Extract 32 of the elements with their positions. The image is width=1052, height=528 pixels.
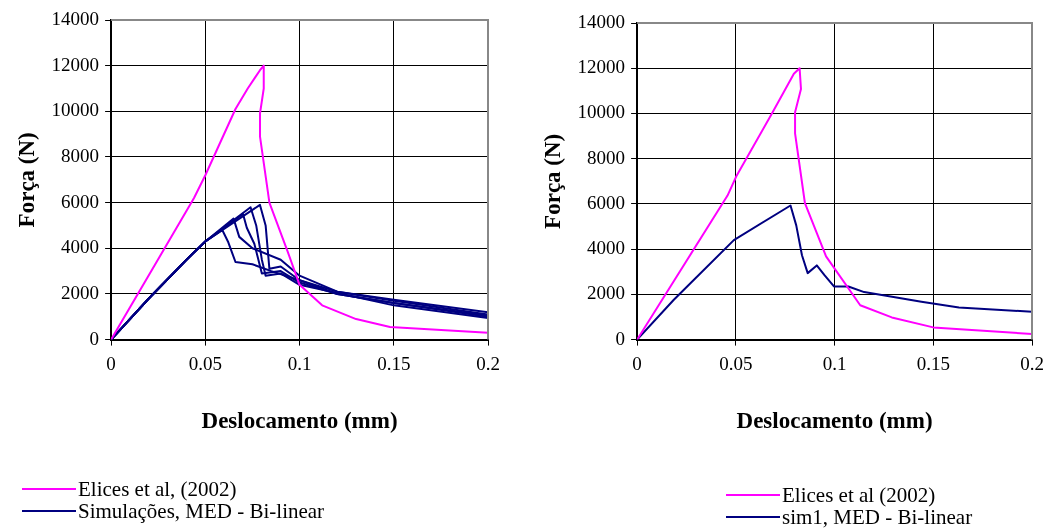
- y-tick-label: 12000: [577, 56, 626, 78]
- y-tick-label: 0: [615, 327, 626, 349]
- y-tick-label: 8000: [61, 144, 100, 166]
- x-tick-label: 0.2: [476, 352, 500, 374]
- y-tick-label: 2000: [61, 281, 100, 303]
- y-tick-label: 12000: [51, 53, 100, 75]
- y-tick-label: 10000: [577, 101, 626, 123]
- y-tick-label: 4000: [587, 237, 626, 259]
- y-tick-label: 6000: [587, 191, 626, 213]
- x-tick-label: 0.15: [377, 352, 411, 374]
- y-tick-label: 14000: [51, 7, 100, 29]
- y-tick-label: 2000: [587, 282, 626, 304]
- x-axis-title: Deslocamento (mm): [201, 408, 398, 434]
- x-tick-label: 0.05: [719, 352, 753, 374]
- y-tick-label: 4000: [61, 236, 100, 258]
- x-axis-title: Deslocamento (mm): [736, 408, 933, 434]
- x-tick-label: 0.1: [822, 352, 847, 374]
- x-tick-label: 0: [106, 352, 116, 374]
- x-tick-label: 0.1: [287, 352, 312, 374]
- y-axis-title: Força (N): [539, 133, 565, 229]
- y-tick-label: 10000: [51, 99, 100, 121]
- legend-label: Elices et al (2002): [782, 483, 936, 507]
- y-tick-label: 14000: [577, 10, 626, 32]
- x-tick-label: 0.2: [1020, 352, 1044, 374]
- x-tick-label: 0.05: [188, 352, 222, 374]
- y-tick-label: 8000: [587, 146, 626, 168]
- x-tick-label: 0.15: [916, 352, 950, 374]
- legend-label: Elices et al, (2002): [78, 477, 237, 501]
- y-axis-title: Força (N): [13, 132, 39, 228]
- y-tick-label: 0: [89, 327, 100, 349]
- x-tick-label: 0: [632, 352, 642, 374]
- y-tick-label: 6000: [61, 190, 100, 212]
